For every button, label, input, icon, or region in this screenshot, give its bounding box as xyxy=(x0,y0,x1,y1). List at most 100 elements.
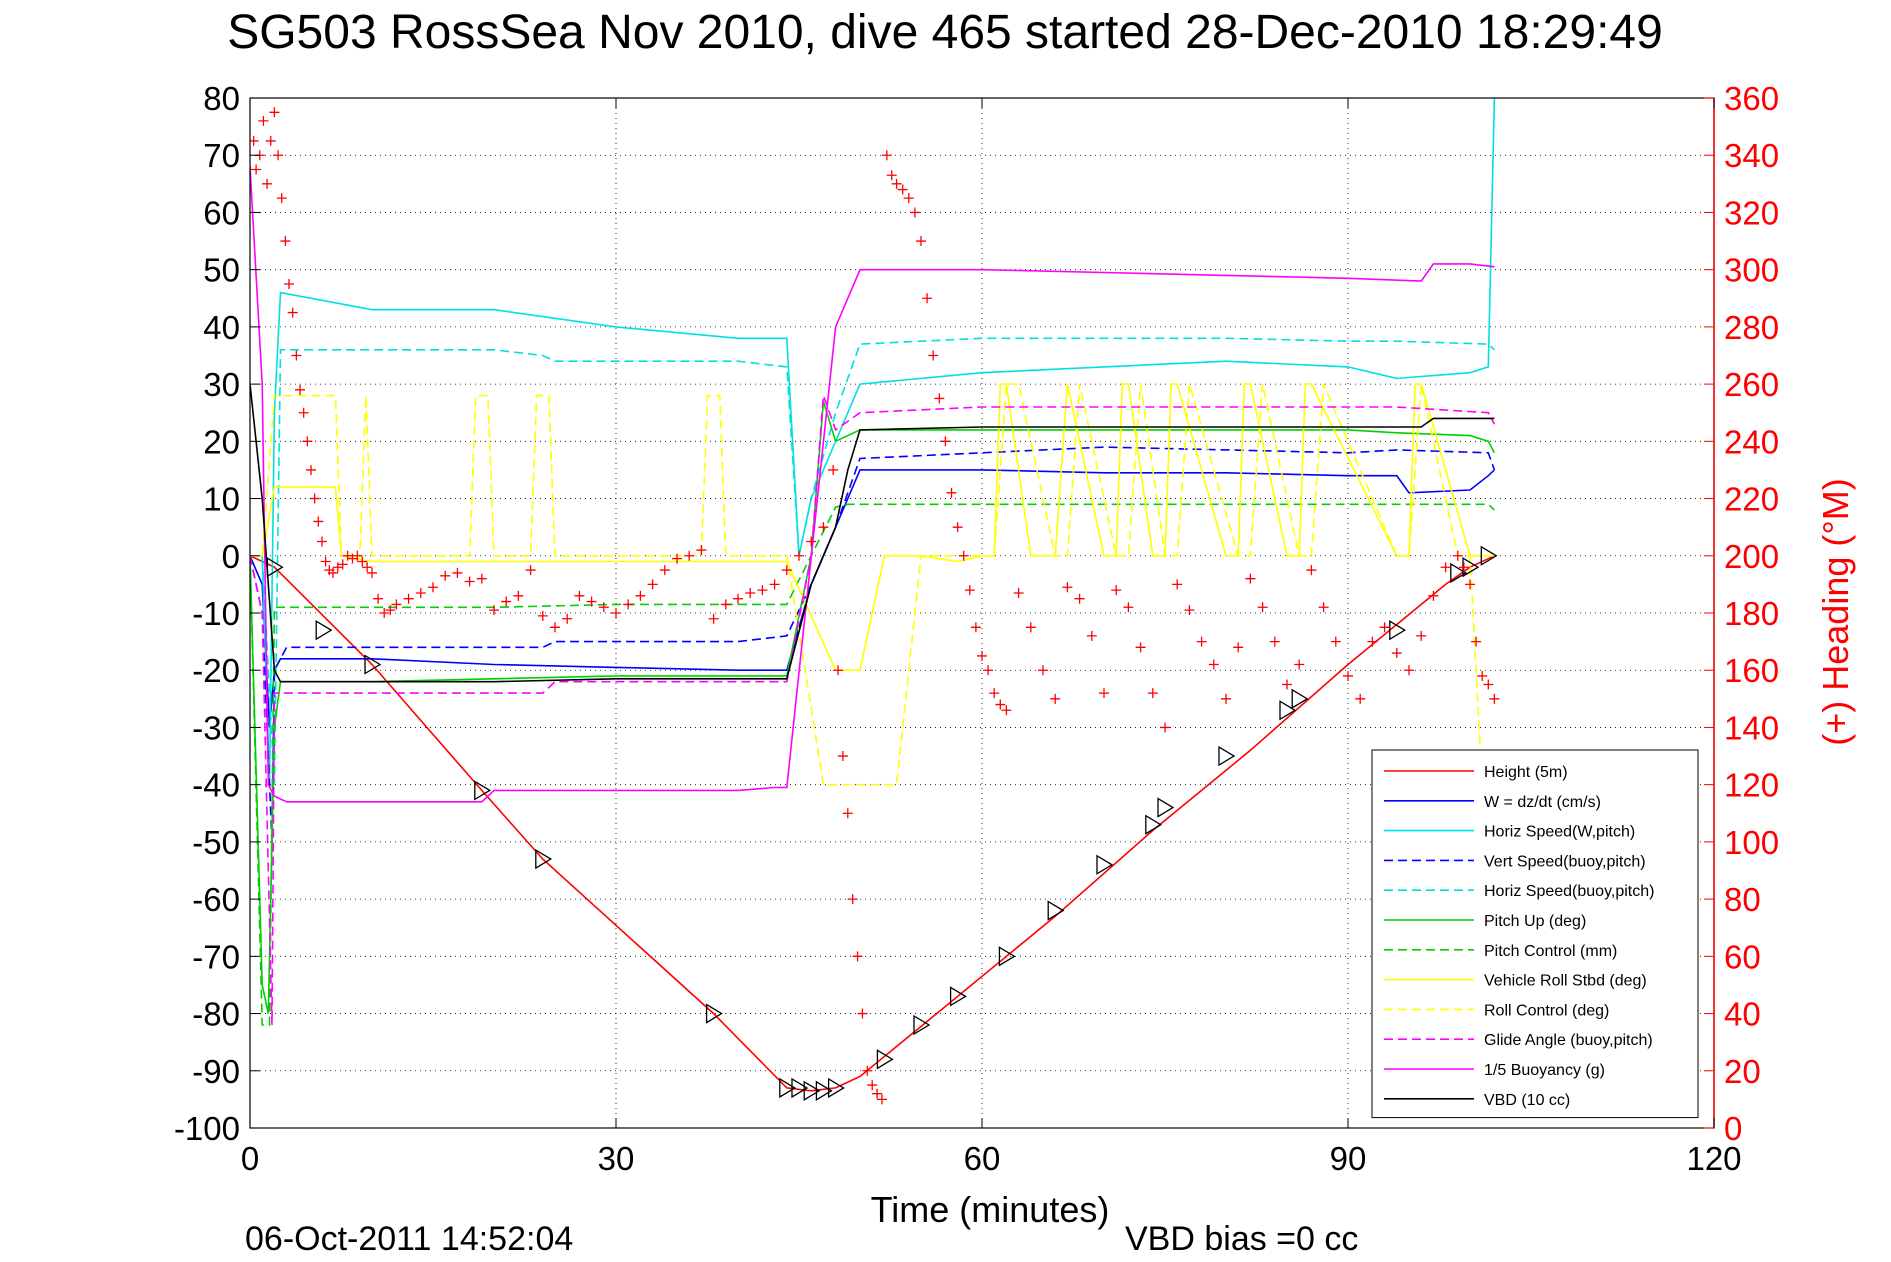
heading-point xyxy=(489,605,499,616)
y-tick-label: -70 xyxy=(192,938,240,975)
heading-point xyxy=(501,596,512,607)
depth-marker xyxy=(1450,562,1468,584)
heading-point xyxy=(983,665,994,676)
heading-point xyxy=(872,1088,883,1099)
heading-point xyxy=(833,665,844,676)
heading-point xyxy=(385,605,396,616)
depth-marker xyxy=(876,1049,894,1070)
series-line-10 xyxy=(250,166,1495,803)
heading-point xyxy=(280,236,291,247)
right-axis-label: (+) Heading (°M) xyxy=(1815,478,1856,745)
y-tick-label: 50 xyxy=(203,252,240,289)
heading-point xyxy=(720,599,731,610)
heading-point xyxy=(1440,562,1451,573)
heading-point xyxy=(262,178,273,189)
heading-point xyxy=(1221,693,1231,704)
heading-point xyxy=(1465,579,1475,590)
heading-point xyxy=(1343,670,1353,681)
heading-point xyxy=(302,436,313,447)
heading-point xyxy=(828,464,839,475)
y-tick-label: 10 xyxy=(203,481,240,518)
heading-point xyxy=(1282,679,1292,690)
legend-label: Vehicle Roll Stbd (deg) xyxy=(1484,973,1647,990)
y-tick-label: 40 xyxy=(203,309,240,346)
heading-point xyxy=(934,393,945,404)
heading-point xyxy=(867,1080,878,1091)
x-tick-label: 120 xyxy=(1686,1140,1741,1177)
heading-point xyxy=(1489,693,1500,704)
y2-tick-label: 260 xyxy=(1724,366,1779,403)
heading-point xyxy=(903,193,914,204)
heading-point xyxy=(1257,602,1268,613)
x-tick-label: 60 xyxy=(964,1140,1001,1177)
heading-point xyxy=(916,236,926,247)
heading-point xyxy=(415,587,426,598)
series-line-4 xyxy=(250,337,1495,785)
heading-point xyxy=(886,170,897,181)
y-tick-label: -50 xyxy=(192,824,240,861)
y2-tick-label: 80 xyxy=(1724,881,1761,918)
heading-point xyxy=(1330,636,1341,647)
heading-point xyxy=(958,550,969,561)
heading-point xyxy=(327,567,338,578)
heading-point xyxy=(1416,630,1427,641)
y2-tick-label: 40 xyxy=(1724,996,1761,1033)
legend-label: W = dz/dt (cm/s) xyxy=(1484,794,1601,811)
heading-point xyxy=(1294,659,1305,670)
heading-point xyxy=(806,536,817,547)
depth-marker xyxy=(474,780,492,801)
heading-point xyxy=(391,599,402,610)
y-tick-label: 80 xyxy=(203,80,240,117)
heading-point xyxy=(1111,585,1122,596)
series-line-3 xyxy=(250,446,1496,842)
heading-point xyxy=(970,622,981,633)
heading-point xyxy=(881,150,892,161)
heading-point xyxy=(1123,602,1134,613)
y2-tick-label: 100 xyxy=(1724,824,1779,861)
depth-marker xyxy=(364,654,382,675)
y2-tick-label: 120 xyxy=(1724,767,1779,804)
legend-box xyxy=(1371,749,1699,1119)
y2-tick-label: 340 xyxy=(1724,137,1779,174)
series-line-11 xyxy=(250,384,1495,683)
legend-label: VBD (10 cc) xyxy=(1484,1092,1570,1109)
heading-point xyxy=(952,522,963,533)
chart-title: SG503 RossSea Nov 2010, dive 465 started… xyxy=(227,6,1663,59)
heading-point xyxy=(1208,659,1219,670)
depth-marker xyxy=(315,620,333,641)
heading-point xyxy=(1452,550,1463,561)
heading-point xyxy=(1074,593,1085,604)
y2-tick-label: 180 xyxy=(1724,595,1779,632)
heading-point xyxy=(1367,636,1378,647)
y-tick-label: 20 xyxy=(203,423,240,460)
y-tick-label: -90 xyxy=(192,1053,240,1090)
series-line-7 xyxy=(250,383,1495,672)
heading-point xyxy=(476,573,487,584)
heading-point xyxy=(1001,705,1012,716)
y-tick-label: -100 xyxy=(174,1110,240,1147)
heading-point xyxy=(876,1094,887,1105)
heading-point xyxy=(647,579,658,590)
heading-point xyxy=(1391,648,1402,659)
legend-label: Horiz Speed(buoy,pitch) xyxy=(1484,883,1654,900)
heading-point xyxy=(745,587,756,598)
heading-point xyxy=(1172,579,1183,590)
heading-point xyxy=(1355,693,1366,704)
heading-point xyxy=(1038,665,1048,676)
depth-marker xyxy=(1096,854,1114,875)
heading-point xyxy=(684,550,695,561)
y2-tick-label: 300 xyxy=(1724,252,1779,289)
heading-point xyxy=(1245,573,1256,584)
heading-point xyxy=(373,593,384,604)
footer-timestamp: 06-Oct-2011 14:52:04 xyxy=(245,1220,573,1258)
heading-point xyxy=(852,951,863,962)
depth-marker xyxy=(1389,620,1407,641)
legend-label: 1/5 Buoyancy (g) xyxy=(1484,1062,1605,1079)
heading-point xyxy=(313,516,324,527)
heading-point xyxy=(1025,622,1036,633)
heading-point xyxy=(708,613,719,624)
y-tick-label: 60 xyxy=(203,194,240,231)
heading-point xyxy=(269,107,280,118)
depth-marker xyxy=(535,848,553,870)
